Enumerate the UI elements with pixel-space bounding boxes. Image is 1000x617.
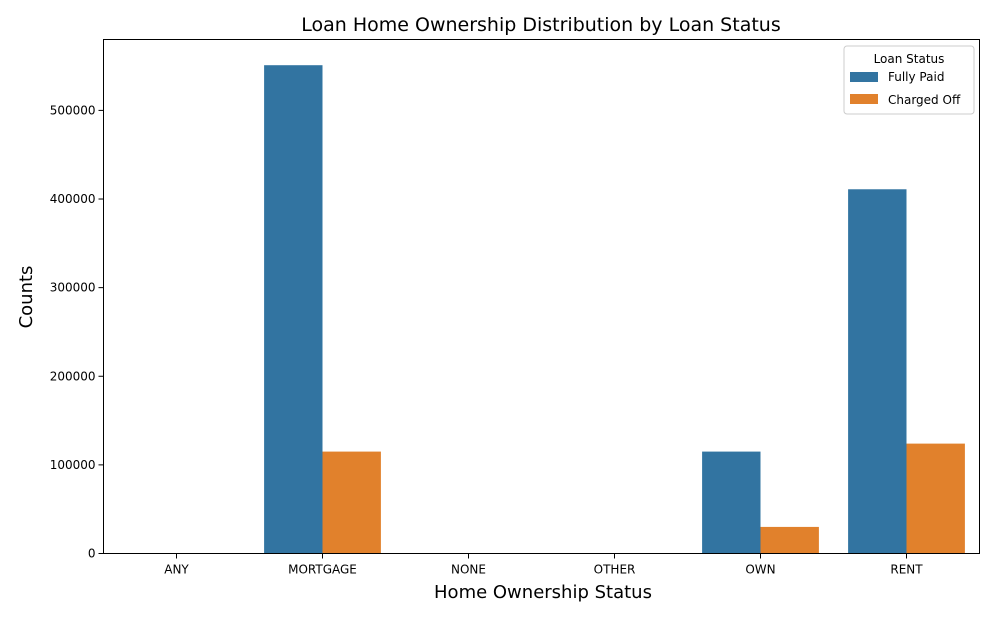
- y-tick-label: 0: [88, 547, 96, 561]
- legend: Loan Status Fully Paid Charged Off: [843, 45, 975, 115]
- y-tick-label: 500000: [50, 103, 96, 117]
- bar-charged-off-rent: [906, 443, 965, 554]
- x-axis-title: Home Ownership Status: [434, 582, 652, 603]
- x-tick-label-mortgage: MORTGAGE: [288, 563, 357, 577]
- y-axis: 0 100000 200000 300000 400000 500000: [50, 103, 104, 561]
- bar-charged-off-own: [760, 526, 819, 554]
- y-axis-title: Counts: [16, 266, 37, 329]
- bar-charged-off-mortgage: [322, 451, 381, 554]
- legend-label-fully-paid: Fully Paid: [888, 70, 944, 84]
- y-tick-label: 300000: [50, 281, 96, 295]
- chart-title: Loan Home Ownership Distribution by Loan…: [301, 14, 780, 36]
- legend-swatch-fully-paid: [850, 72, 878, 82]
- x-axis: ANY MORTGAGE NONE OTHER OWN RENT: [164, 553, 923, 577]
- legend-swatch-charged-off: [850, 94, 878, 104]
- y-tick-label: 400000: [50, 192, 96, 206]
- x-tick-label-other: OTHER: [594, 563, 636, 577]
- bar-fully-paid-mortgage: [264, 65, 323, 554]
- bar-fully-paid-own: [702, 451, 761, 554]
- y-tick-label: 200000: [50, 369, 96, 383]
- y-tick-label: 100000: [50, 458, 96, 472]
- x-tick-label-none: NONE: [451, 563, 486, 577]
- legend-title: Loan Status: [874, 52, 945, 66]
- x-tick-label-own: OWN: [745, 563, 775, 577]
- plot-frame: [103, 39, 980, 554]
- x-tick-label-any: ANY: [164, 563, 189, 577]
- bars: [264, 65, 965, 554]
- bar-fully-paid-rent: [848, 189, 907, 554]
- x-tick-label-rent: RENT: [890, 563, 923, 577]
- legend-label-charged-off: Charged Off: [888, 93, 961, 107]
